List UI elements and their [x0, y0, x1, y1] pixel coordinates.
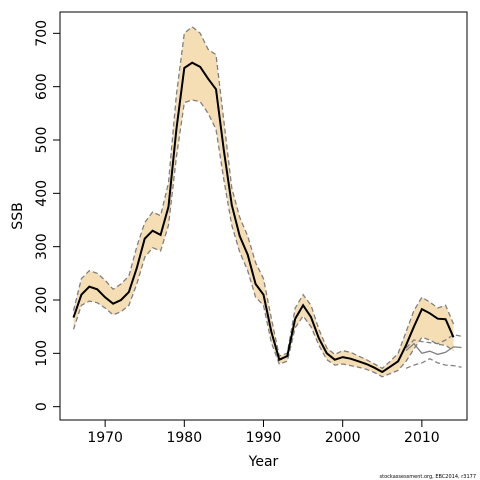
y-tick-label: 500 [34, 127, 50, 154]
y-tick-label: 400 [34, 180, 50, 207]
confidence-band-area [73, 26, 454, 377]
x-tick-label: 1970 [87, 430, 123, 446]
x-tick-label: 1980 [166, 430, 202, 446]
series-line-grey-lower [405, 357, 462, 369]
x-tick-label: 1990 [246, 430, 282, 446]
y-tick-label: 0 [34, 402, 50, 411]
x-axis-label: Year [248, 454, 279, 470]
y-tick-label: 100 [34, 340, 50, 367]
y-tick-label: 300 [34, 233, 50, 260]
series-line-upper-bound [72, 26, 455, 370]
x-axis: 1970 1980 1990 2000 2010 [87, 419, 440, 446]
y-axis: 0 100 200 300 400 500 600 700 [34, 20, 61, 411]
series-lines [72, 26, 462, 378]
series-line-estimate [72, 61, 455, 374]
confidence-band [73, 26, 454, 377]
series-line-lower-bound [72, 99, 454, 378]
y-tick-label: 600 [34, 73, 50, 100]
y-axis-label: SSB [10, 202, 26, 229]
y-tick-label: 700 [34, 20, 50, 47]
series-line-grey-estimate [405, 342, 462, 356]
credit-text: stockassessment.org, EBC2014, r3177 [380, 474, 476, 480]
x-tick-label: 2010 [404, 430, 440, 446]
x-tick-label: 2000 [325, 430, 361, 446]
y-tick-label: 200 [34, 287, 50, 314]
